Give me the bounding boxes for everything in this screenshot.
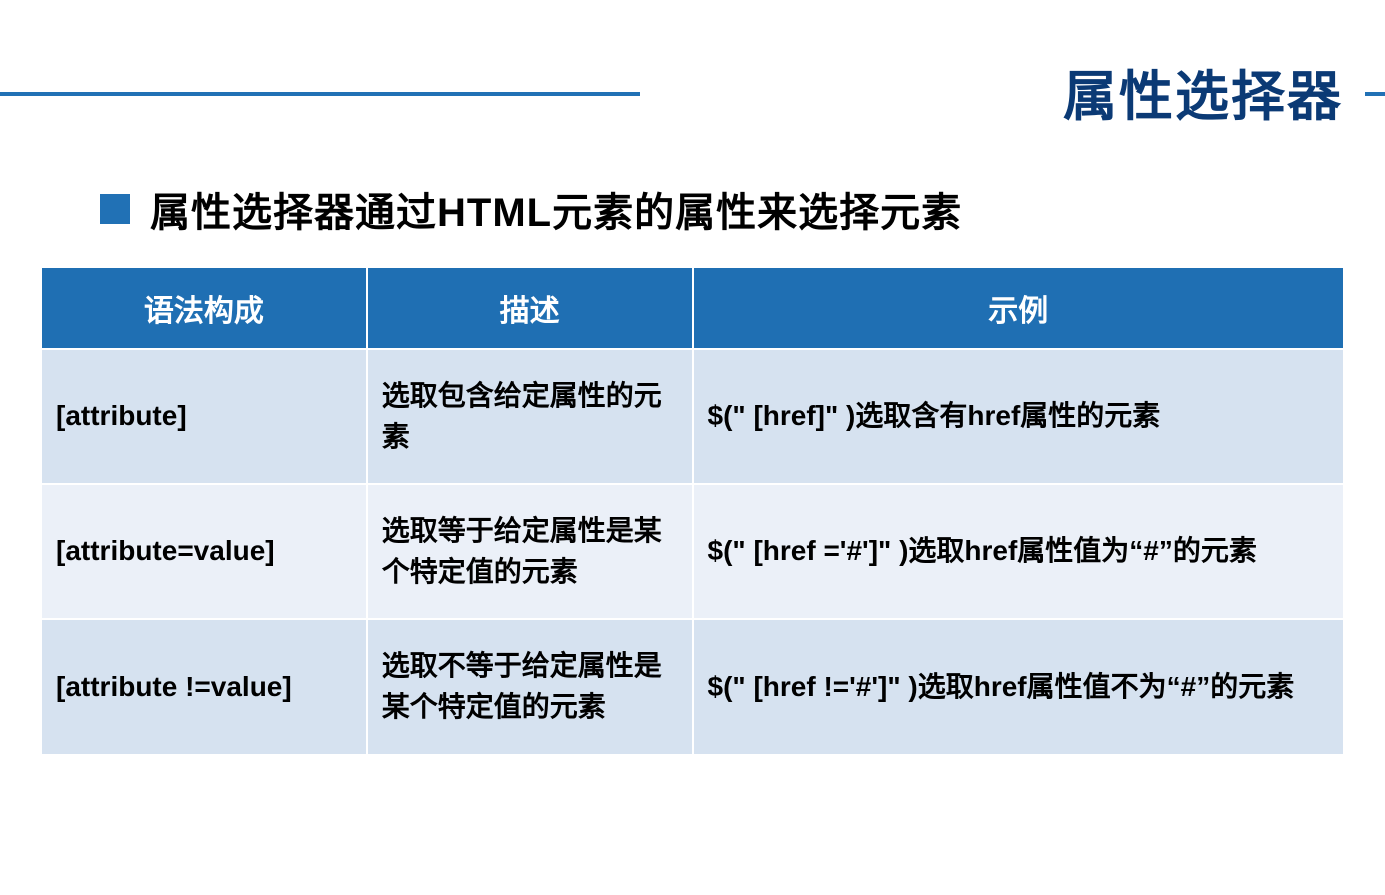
cell-syntax: [attribute !=value] <box>41 619 367 754</box>
header-divider-right <box>1365 92 1385 96</box>
cell-desc: 选取等于给定属性是某个特定值的元素 <box>367 484 693 619</box>
bullet-square-icon <box>100 194 130 224</box>
page-title: 属性选择器 <box>1063 52 1343 131</box>
header-divider-left <box>0 92 640 96</box>
cell-example: $(" [href ='#']" )选取href属性值为“#”的元素 <box>693 484 1345 619</box>
table-row: [attribute=value] 选取等于给定属性是某个特定值的元素 $(" … <box>41 484 1344 619</box>
cell-desc: 选取包含给定属性的元素 <box>367 349 693 484</box>
col-header-desc: 描述 <box>367 267 693 349</box>
cell-example: $(" [href]" )选取含有href属性的元素 <box>693 349 1345 484</box>
content-area: 属性选择器通过HTML元素的属性来选择元素 语法构成 描述 示例 [attrib… <box>40 180 1345 756</box>
cell-desc: 选取不等于给定属性是某个特定值的元素 <box>367 619 693 754</box>
table-row: [attribute !=value] 选取不等于给定属性是某个特定值的元素 $… <box>41 619 1344 754</box>
col-header-example: 示例 <box>693 267 1345 349</box>
subtitle-text: 属性选择器通过HTML元素的属性来选择元素 <box>150 180 962 238</box>
cell-syntax: [attribute=value] <box>41 484 367 619</box>
cell-example: $(" [href !='#']" )选取href属性值不为“#”的元素 <box>693 619 1345 754</box>
attribute-selector-table: 语法构成 描述 示例 [attribute] 选取包含给定属性的元素 $(" [… <box>40 266 1345 756</box>
subtitle-row: 属性选择器通过HTML元素的属性来选择元素 <box>100 180 1345 238</box>
table-header-row: 语法构成 描述 示例 <box>41 267 1344 349</box>
cell-syntax: [attribute] <box>41 349 367 484</box>
table-row: [attribute] 选取包含给定属性的元素 $(" [href]" )选取含… <box>41 349 1344 484</box>
col-header-syntax: 语法构成 <box>41 267 367 349</box>
